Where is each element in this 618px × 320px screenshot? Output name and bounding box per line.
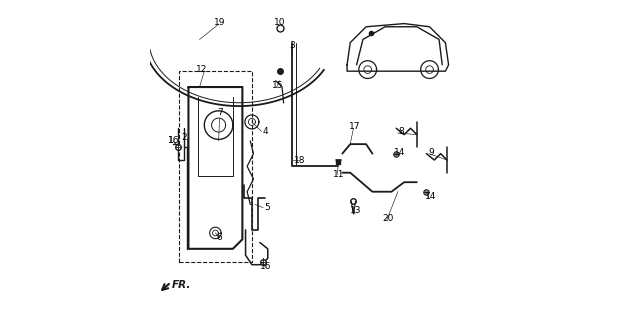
Text: 9: 9 <box>428 148 434 156</box>
Text: FR.: FR. <box>172 280 192 290</box>
Text: 7: 7 <box>218 108 223 117</box>
Text: 14: 14 <box>394 148 405 156</box>
Bar <box>179 71 252 261</box>
Text: 17: 17 <box>349 122 360 131</box>
Text: 2: 2 <box>182 133 187 142</box>
Text: 16: 16 <box>167 136 179 146</box>
Text: 10: 10 <box>274 18 286 27</box>
Text: 11: 11 <box>333 170 345 179</box>
Text: 5: 5 <box>265 203 270 212</box>
Text: 20: 20 <box>383 214 394 223</box>
Text: 6: 6 <box>217 233 222 242</box>
Text: 18: 18 <box>294 156 305 164</box>
Text: 19: 19 <box>214 18 226 27</box>
Text: 3: 3 <box>290 41 295 50</box>
Text: 8: 8 <box>398 127 404 136</box>
Text: 13: 13 <box>350 206 362 215</box>
Text: 1: 1 <box>168 136 174 146</box>
Text: 4: 4 <box>263 127 268 136</box>
Text: 14: 14 <box>425 192 436 201</box>
Text: 16: 16 <box>260 262 272 271</box>
Text: 12: 12 <box>196 65 208 74</box>
Text: 15: 15 <box>271 81 283 90</box>
